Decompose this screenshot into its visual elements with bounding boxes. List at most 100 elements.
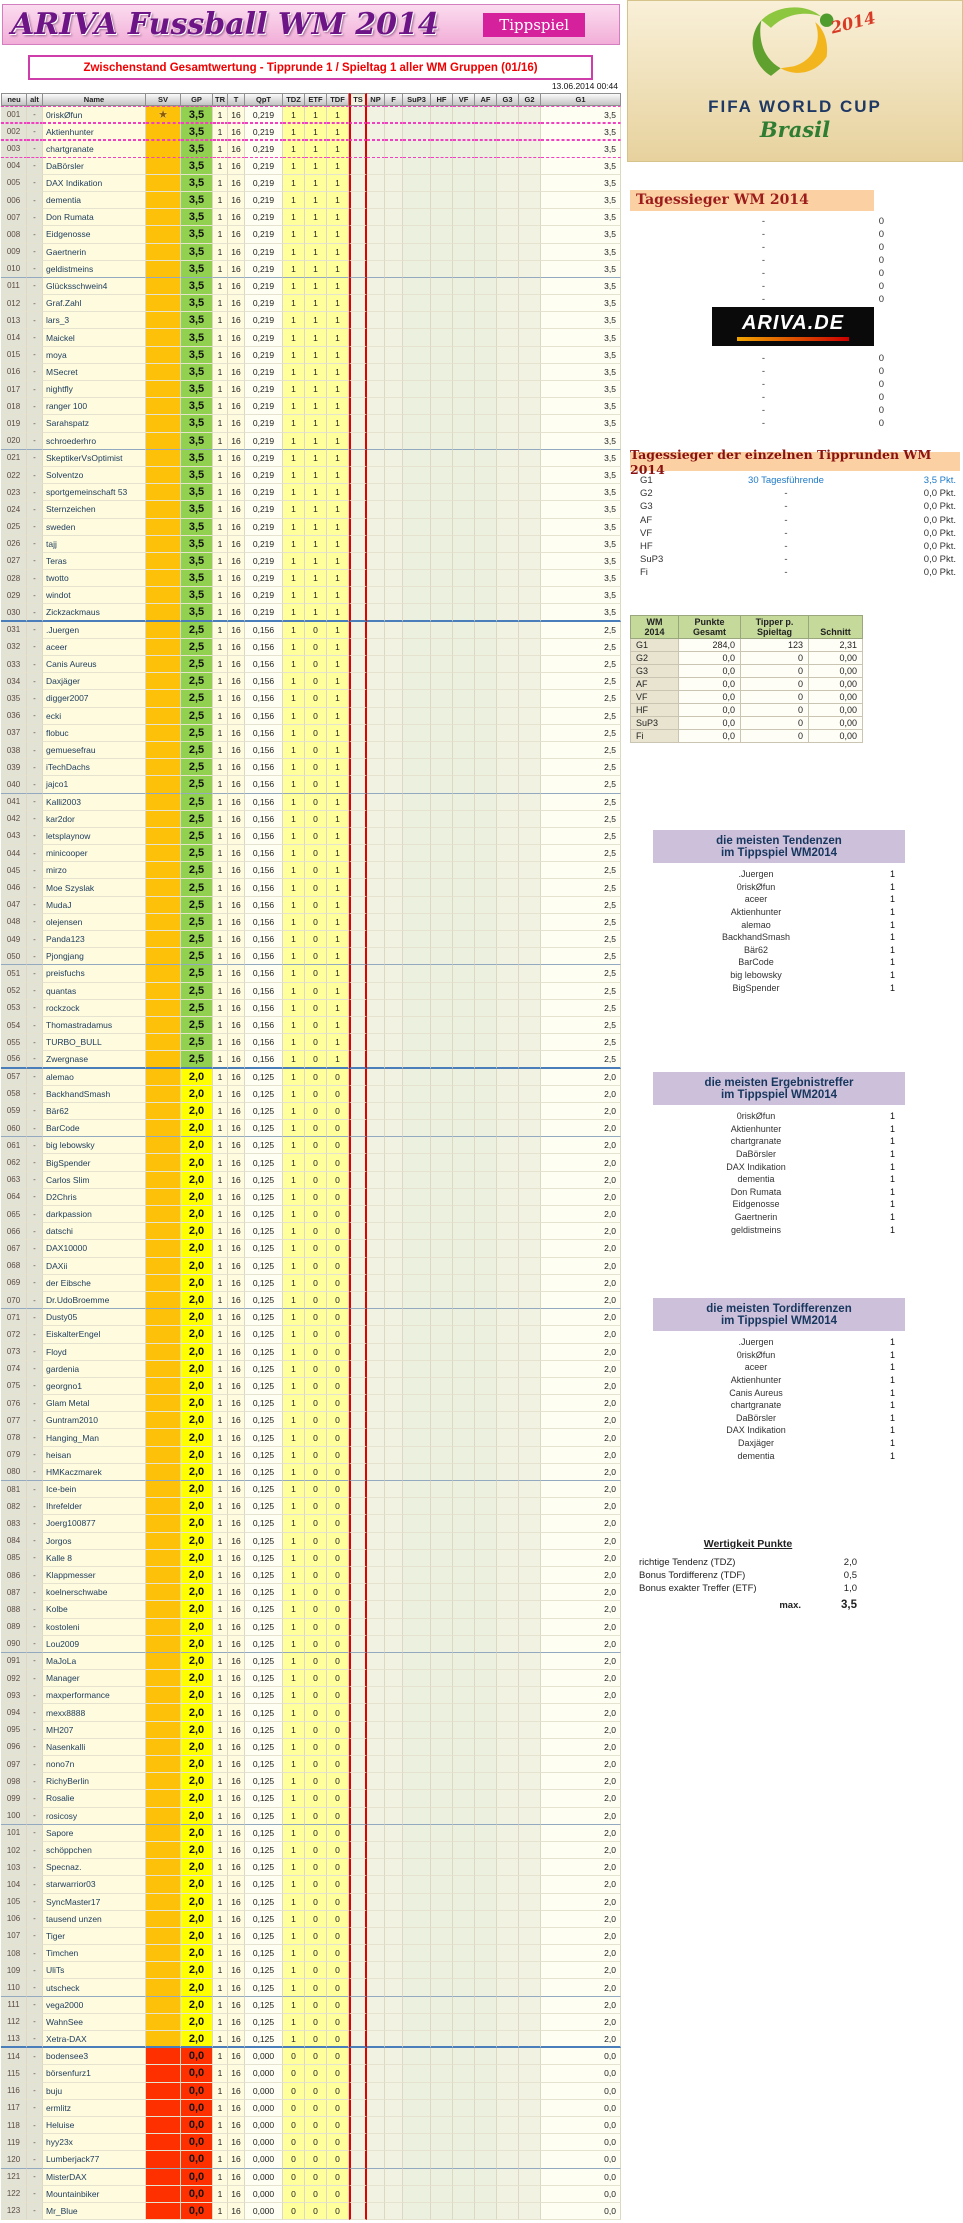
table-row[interactable]: 029- windot 3,5 1 16 0,219 1 1 1 3,5 (1, 587, 621, 605)
table-row[interactable]: 025- sweden 3,5 1 16 0,219 1 1 1 3,5 (1, 518, 621, 536)
table-row[interactable]: 096- Nasenkalli 2,0 1 16 0,125 1 0 0 2,0 (1, 1738, 621, 1756)
table-row[interactable]: 023- sportgemeinschaft 53 3,5 1 16 0,219 1 1 1 3,… (1, 484, 621, 502)
table-row[interactable]: 092- Manager 2,0 1 16 0,125 1 0 0 2,0 (1, 1670, 621, 1688)
table-row[interactable]: 002- Aktienhunter 3,5 1 16 0,219 1 1 1 3,5 (1, 123, 621, 141)
table-row[interactable]: 033- Canis Aureus 2,5 1 16 0,156 1 0 1 2,5 (1, 656, 621, 674)
table-row[interactable]: 040- jajco1 2,5 1 16 0,156 1 0 1 2,5 (1, 776, 621, 794)
table-row[interactable]: 017- nightfly 3,5 1 16 0,219 1 1 1 3,5 (1, 381, 621, 399)
table-row[interactable]: 120- Lumberjack77 0,0 1 16 0,000 0 0 0 0,0 (1, 2151, 621, 2169)
table-row[interactable]: 021- SkeptikerVsOptimist 3,5 1 16 0,219 1 1 1 3,5 (1, 449, 621, 467)
table-row[interactable]: 103- Specnaz. 2,0 1 16 0,125 1 0 0 2,0 (1, 1859, 621, 1877)
table-row[interactable]: 045- mirzo 2,5 1 16 0,156 1 0 1 2,5 (1, 862, 621, 880)
table-row[interactable]: 084- Jorgos 2,0 1 16 0,125 1 0 0 2,0 (1, 1532, 621, 1550)
table-row[interactable]: 086- Klappmesser 2,0 1 16 0,125 1 0 0 2,0 (1, 1566, 621, 1585)
table-row[interactable]: 035- digger2007 2,5 1 16 0,156 1 0 1 2,5 (1, 690, 621, 708)
table-row[interactable]: 073- Floyd 2,0 1 16 0,125 1 0 0 2,0 (1, 1343, 621, 1361)
table-row[interactable]: 078- Hanging_Man 2,0 1 16 0,125 1 0 0 2,0 (1, 1429, 621, 1447)
table-row[interactable]: 054- Thomastradamus 2,5 1 16 0,156 1 0 1 2,5 (1, 1016, 621, 1035)
table-row[interactable]: 102- schöppchen 2,0 1 16 0,125 1 0 0 2,0 (1, 1841, 621, 1860)
table-row[interactable]: 108- Timchen 2,0 1 16 0,125 1 0 0 2,0 (1, 1945, 621, 1963)
table-row[interactable]: 107- Tiger 2,0 1 16 0,125 1 0 0 2,0 (1, 1927, 621, 1946)
table-row[interactable]: 008- Eidgenosse 3,5 1 16 0,219 1 1 1 3,5 (1, 226, 621, 244)
table-row[interactable]: 112- WahnSee 2,0 1 16 0,125 1 0 0 2,0 (1, 2013, 621, 2031)
table-row[interactable]: 056- Zwergnase 2,5 1 16 0,156 1 0 1 2,5 (1, 1051, 621, 1069)
table-row[interactable]: 097- nono7n 2,0 1 16 0,125 1 0 0 2,0 (1, 1756, 621, 1774)
table-row[interactable]: 088- Kolbe 2,0 1 16 0,125 1 0 0 2,0 (1, 1601, 621, 1619)
table-row[interactable]: 082- Ihrefelder 2,0 1 16 0,125 1 0 0 2,0 (1, 1498, 621, 1516)
table-row[interactable]: 093- maxperformance 2,0 1 16 0,125 1 0 0 2,0 (1, 1687, 621, 1705)
table-row[interactable]: 001-0riskØfun ★ 3,5 1 16 0,219 1 1 1 3,5 (1, 106, 621, 124)
table-row[interactable]: 018- ranger 100 3,5 1 16 0,219 1 1 1 3,5 (1, 398, 621, 416)
table-row[interactable]: 052- quantas 2,5 1 16 0,156 1 0 1 2,5 (1, 982, 621, 1000)
table-row[interactable]: 113- Xetra-DAX 2,0 1 16 0,125 1 0 0 2,0 (1, 2031, 621, 2049)
table-row[interactable]: 005- DAX Indikation 3,5 1 16 0,219 1 1 1 3,5 (1, 174, 621, 192)
table-row[interactable]: 085- Kalle 8 2,0 1 16 0,125 1 0 0 2,0 (1, 1549, 621, 1567)
table-row[interactable]: 006- dementia 3,5 1 16 0,219 1 1 1 3,5 (1, 191, 621, 210)
table-row[interactable]: 060- BarCode 2,0 1 16 0,125 1 0 0 2,0 (1, 1120, 621, 1138)
table-row[interactable]: 026- tajj 3,5 1 16 0,219 1 1 1 3,5 (1, 535, 621, 553)
table-row[interactable]: 071- Dusty05 2,0 1 16 0,125 1 0 0 2,0 (1, 1309, 621, 1327)
table-row[interactable]: 037- flobuc 2,5 1 16 0,156 1 0 1 2,5 (1, 724, 621, 742)
table-row[interactable]: 101- Sapore 2,0 1 16 0,125 1 0 0 2,0 (1, 1824, 621, 1842)
table-row[interactable]: 020- schroederhro 3,5 1 16 0,219 1 1 1 3,5 (1, 432, 621, 450)
table-row[interactable]: 111- vega2000 2,0 1 16 0,125 1 0 0 2,0 (1, 1996, 621, 2014)
table-row[interactable]: 094- mexx8888 2,0 1 16 0,125 1 0 0 2,0 (1, 1704, 621, 1722)
table-row[interactable]: 034- Daxjäger 2,5 1 16 0,156 1 0 1 2,5 (1, 673, 621, 691)
table-row[interactable]: 042- kar2dor 2,5 1 16 0,156 1 0 1 2,5 (1, 810, 621, 828)
table-row[interactable]: 119- hyy23x 0,0 1 16 0,000 0 0 0 0,0 (1, 2134, 621, 2152)
table-row[interactable]: 014- Maickel 3,5 1 16 0,219 1 1 1 3,5 (1, 329, 621, 347)
table-row[interactable]: 058- BackhandSmash 2,0 1 16 0,125 1 0 0 2,0 (1, 1085, 621, 1103)
table-row[interactable]: 089- kostoleni 2,0 1 16 0,125 1 0 0 2,0 (1, 1618, 621, 1636)
table-row[interactable]: 019- Sarahspatz 3,5 1 16 0,219 1 1 1 3,5 (1, 415, 621, 433)
table-row[interactable]: 046- Moe Szyslak 2,5 1 16 0,156 1 0 1 2,5 (1, 879, 621, 897)
table-row[interactable]: 117- ermlitz 0,0 1 16 0,000 0 0 0 0,0 (1, 2099, 621, 2117)
table-row[interactable]: 063- Carlos Slim 2,0 1 16 0,125 1 0 0 2,0 (1, 1171, 621, 1189)
table-row[interactable]: 064- D2Chris 2,0 1 16 0,125 1 0 0 2,0 (1, 1188, 621, 1206)
table-row[interactable]: 072- EiskalterEngel 2,0 1 16 0,125 1 0 0 2,0 (1, 1326, 621, 1344)
table-row[interactable]: 105- SyncMaster17 2,0 1 16 0,125 1 0 0 2,0 (1, 1893, 621, 1911)
table-row[interactable]: 066- datschi 2,0 1 16 0,125 1 0 0 2,0 (1, 1223, 621, 1241)
table-row[interactable]: 100- rosicosy 2,0 1 16 0,125 1 0 0 2,0 (1, 1807, 621, 1825)
table-row[interactable]: 074- gardenia 2,0 1 16 0,125 1 0 0 2,0 (1, 1360, 621, 1378)
table-row[interactable]: 122- Mountainbiker 0,0 1 16 0,000 0 0 0 0,0 (1, 2185, 621, 2203)
table-row[interactable]: 083- Joerg100877 2,0 1 16 0,125 1 0 0 2,0 (1, 1515, 621, 1533)
table-row[interactable]: 062- BigSpender 2,0 1 16 0,125 1 0 0 2,0 (1, 1154, 621, 1172)
table-row[interactable]: 007- Don Rumata 3,5 1 16 0,219 1 1 1 3,5 (1, 209, 621, 227)
table-row[interactable]: 055- TURBO_BULL 2,5 1 16 0,156 1 0 1 2,5 (1, 1034, 621, 1052)
table-row[interactable]: 048- olejensen 2,5 1 16 0,156 1 0 1 2,5 (1, 913, 621, 931)
table-row[interactable]: 030- Zickzackmaus 3,5 1 16 0,219 1 1 1 3,5 (1, 604, 621, 622)
table-row[interactable]: 118- Heluise 0,0 1 16 0,000 0 0 0 0,0 (1, 2116, 621, 2135)
table-row[interactable]: 053- rockzock 2,5 1 16 0,156 1 0 1 2,5 (1, 999, 621, 1017)
table-row[interactable]: 077- Guntram2010 2,0 1 16 0,125 1 0 0 2,0 (1, 1412, 621, 1430)
table-row[interactable]: 123- Mr_Blue 0,0 1 16 0,000 0 0 0 0,0 (1, 2202, 621, 2221)
table-row[interactable]: 070- Dr.UdoBroemme 2,0 1 16 0,125 1 0 0 2,0 (1, 1291, 621, 1310)
table-row[interactable]: 109- UliTs 2,0 1 16 0,125 1 0 0 2,0 (1, 1962, 621, 1980)
table-row[interactable]: 110- utscheck 2,0 1 16 0,125 1 0 0 2,0 (1, 1979, 621, 1997)
table-row[interactable]: 022- Solventzo 3,5 1 16 0,219 1 1 1 3,5 (1, 466, 621, 485)
table-row[interactable]: 087- koelnerschwabe 2,0 1 16 0,125 1 0 0 2,0 (1, 1584, 621, 1602)
table-row[interactable]: 012- Graf.Zahl 3,5 1 16 0,219 1 1 1 3,5 (1, 295, 621, 313)
table-row[interactable]: 015- moya 3,5 1 16 0,219 1 1 1 3,5 (1, 346, 621, 364)
table-row[interactable]: 065- darkpassion 2,0 1 16 0,125 1 0 0 2,0 (1, 1206, 621, 1224)
table-row[interactable]: 032- aceer 2,5 1 16 0,156 1 0 1 2,5 (1, 638, 621, 656)
table-row[interactable]: 116- buju 0,0 1 16 0,000 0 0 0 0,0 (1, 2082, 621, 2100)
table-row[interactable]: 049- Panda123 2,5 1 16 0,156 1 0 1 2,5 (1, 931, 621, 949)
table-row[interactable]: 050- Pjongjang 2,5 1 16 0,156 1 0 1 2,5 (1, 948, 621, 966)
table-row[interactable]: 057- alemao 2,0 1 16 0,125 1 0 0 2,0 (1, 1068, 621, 1086)
table-row[interactable]: 013- lars_3 3,5 1 16 0,219 1 1 1 3,5 (1, 312, 621, 330)
table-row[interactable]: 003- chartgranate 3,5 1 16 0,219 1 1 1 3,5 (1, 140, 621, 158)
table-row[interactable]: 091- MaJoLa 2,0 1 16 0,125 1 0 0 2,0 (1, 1652, 621, 1671)
table-row[interactable]: 027- Teras 3,5 1 16 0,219 1 1 1 3,5 (1, 552, 621, 571)
table-row[interactable]: 095- MH207 2,0 1 16 0,125 1 0 0 2,0 (1, 1721, 621, 1739)
table-row[interactable]: 036- ecki 2,5 1 16 0,156 1 0 1 2,5 (1, 707, 621, 725)
table-row[interactable]: 051- preisfuchs 2,5 1 16 0,156 1 0 1 2,5 (1, 965, 621, 983)
table-row[interactable]: 043- letsplaynow 2,5 1 16 0,156 1 0 1 2,5 (1, 827, 621, 846)
table-row[interactable]: 075- georgno1 2,0 1 16 0,125 1 0 0 2,0 (1, 1377, 621, 1396)
table-row[interactable]: 041- Kalli2003 2,5 1 16 0,156 1 0 1 2,5 (1, 793, 621, 811)
table-row[interactable]: 059- Bär62 2,0 1 16 0,125 1 0 0 2,0 (1, 1102, 621, 1121)
table-row[interactable]: 081- Ice-bein 2,0 1 16 0,125 1 0 0 2,0 (1, 1481, 621, 1499)
table-row[interactable]: 016- MSecret 3,5 1 16 0,219 1 1 1 3,5 (1, 363, 621, 381)
table-row[interactable]: 010- geldistmeins 3,5 1 16 0,219 1 1 1 3,5 (1, 260, 621, 278)
table-row[interactable]: 024- Sternzeichen 3,5 1 16 0,219 1 1 1 3,5 (1, 501, 621, 519)
table-row[interactable]: 099- Rosalie 2,0 1 16 0,125 1 0 0 2,0 (1, 1790, 621, 1808)
